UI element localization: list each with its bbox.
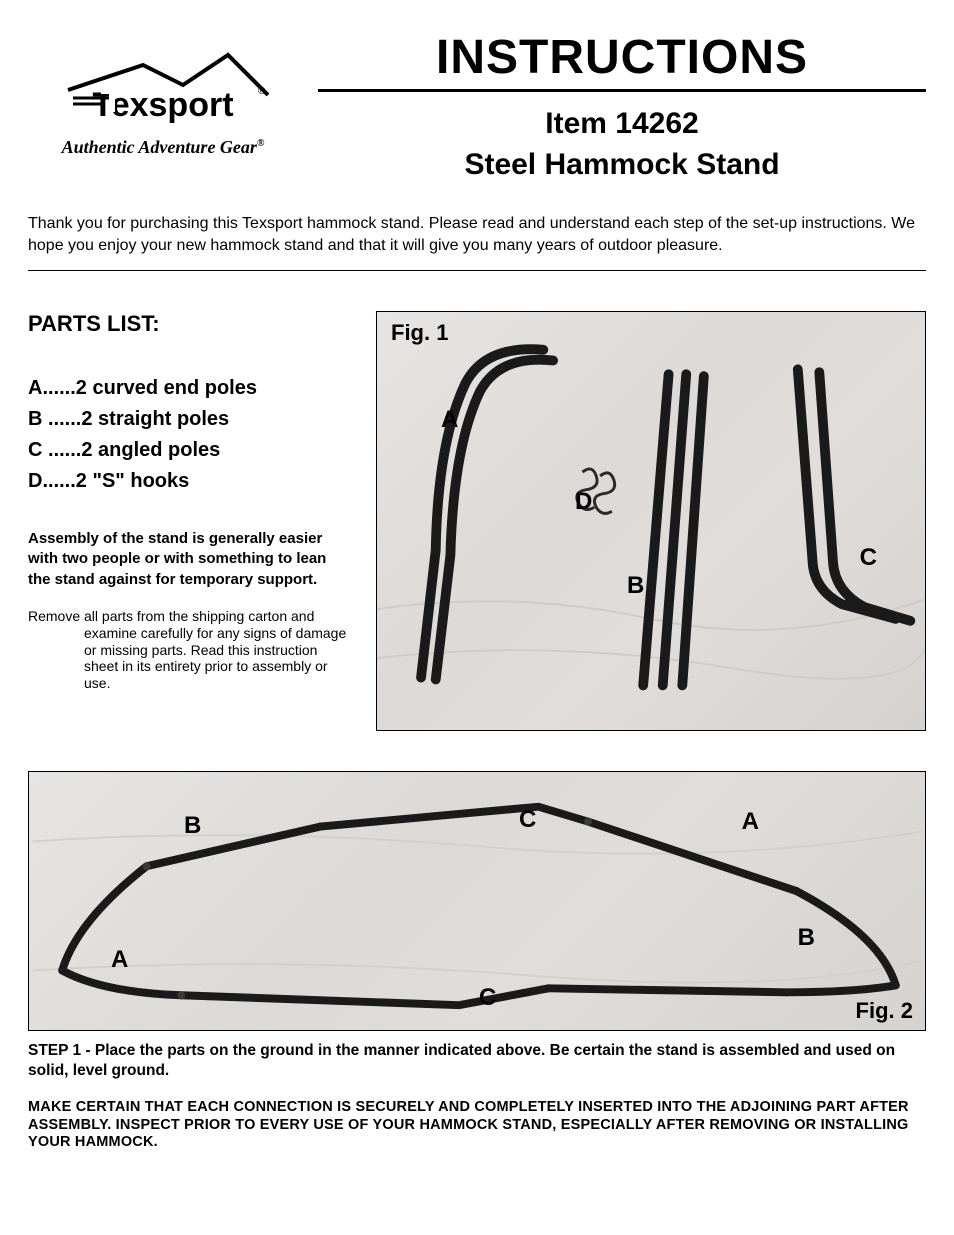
svg-text:®: ® bbox=[258, 86, 266, 97]
brand-tagline: Authentic Adventure Gear® bbox=[28, 137, 298, 158]
brand-logo: Texsport ® Authentic Adventure Gear® bbox=[28, 30, 298, 158]
parts-item-c: C ......2 angled poles bbox=[28, 439, 348, 462]
fig1-caption: Fig. 1 bbox=[391, 320, 448, 346]
remove-note-line1: Remove all parts from the shipping carto… bbox=[28, 608, 314, 624]
fig1-label-d: D bbox=[575, 488, 592, 516]
fig2-label-b-bottom: B bbox=[798, 924, 815, 952]
fig2-label-b-top: B bbox=[184, 812, 201, 840]
fig2-label-a-top: A bbox=[742, 808, 759, 836]
figure-1: Fig. 1 A D B C bbox=[376, 311, 926, 731]
reg-mark: ® bbox=[257, 138, 264, 149]
parts-and-fig1: PARTS LIST: A......2 curved end poles B … bbox=[28, 311, 926, 731]
remove-note-rest: examine carefully for any signs of damag… bbox=[28, 625, 348, 692]
fig2-caption: Fig. 2 bbox=[856, 998, 913, 1024]
assembly-note: Assembly of the stand is generally easie… bbox=[28, 529, 348, 590]
parts-item-b: B ......2 straight poles bbox=[28, 408, 348, 431]
title-block: INSTRUCTIONS Item 14262 Steel Hammock St… bbox=[318, 30, 926, 185]
fig1-label-c: C bbox=[860, 544, 877, 572]
fig2-label-c-bottom: C bbox=[479, 984, 496, 1012]
parts-list: A......2 curved end poles B ......2 stra… bbox=[28, 377, 348, 493]
figure-2: Fig. 2 B C A A C B bbox=[28, 771, 926, 1031]
intro-paragraph: Thank you for purchasing this Texsport h… bbox=[28, 213, 926, 271]
texsport-logo-icon: Texsport ® bbox=[53, 50, 273, 130]
item-number: Item 14262 bbox=[318, 104, 926, 145]
fig2-label-a-bottom: A bbox=[111, 946, 128, 974]
fig1-illustration-icon bbox=[377, 312, 925, 730]
parts-item-d: D......2 "S" hooks bbox=[28, 470, 348, 493]
step-1-text: STEP 1 - Place the parts on the ground i… bbox=[28, 1041, 926, 1081]
warning-text: MAKE CERTAIN THAT EACH CONNECTION IS SEC… bbox=[28, 1099, 926, 1151]
parts-column: PARTS LIST: A......2 curved end poles B … bbox=[28, 311, 348, 731]
product-name: Steel Hammock Stand bbox=[318, 145, 926, 186]
title-rule bbox=[318, 89, 926, 92]
fig2-label-c-top: C bbox=[519, 806, 536, 834]
fig2-illustration-icon bbox=[29, 772, 925, 1030]
parts-item-a: A......2 curved end poles bbox=[28, 377, 348, 400]
tagline-text: Authentic Adventure Gear bbox=[62, 137, 257, 157]
fig1-label-a: A bbox=[441, 406, 458, 434]
remove-note: Remove all parts from the shipping carto… bbox=[28, 608, 348, 692]
page-title: INSTRUCTIONS bbox=[318, 30, 926, 85]
header: Texsport ® Authentic Adventure Gear® INS… bbox=[28, 30, 926, 185]
fig1-label-b: B bbox=[627, 572, 644, 600]
parts-list-heading: PARTS LIST: bbox=[28, 311, 348, 337]
